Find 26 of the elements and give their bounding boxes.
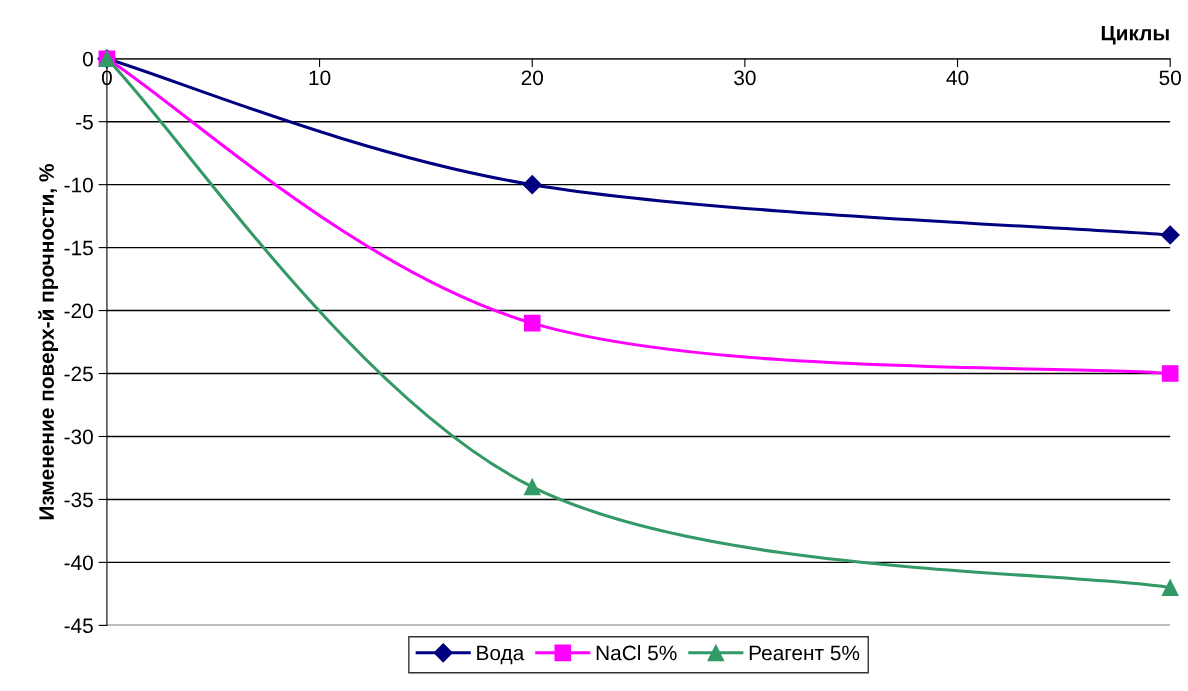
x-tick-label: 20 <box>521 70 543 86</box>
y-tick-label: -5 <box>76 114 93 130</box>
y-tick-label: -30 <box>64 429 93 445</box>
point <box>1161 365 1179 382</box>
point <box>1160 225 1180 245</box>
y-tick-label: -20 <box>64 303 93 319</box>
legend-label: NaCl 5% <box>596 645 677 661</box>
legend-label: Вода <box>477 645 525 665</box>
y-tick-label: -10 <box>64 177 93 193</box>
x-tick-label: 30 <box>734 70 756 86</box>
x-tick-label: 10 <box>309 70 331 86</box>
x-tick-label: 40 <box>946 70 969 86</box>
point <box>1161 579 1179 596</box>
point <box>523 478 541 496</box>
y-tick-label: -25 <box>64 366 93 382</box>
y-tick-label: -40 <box>64 555 93 571</box>
y-tick-label: -45 <box>64 618 93 634</box>
x-tick-label: 50 <box>1159 70 1181 86</box>
y-tick-label: -35 <box>64 492 93 508</box>
y-tick-label: 0 <box>82 51 93 67</box>
y-axis-title: Изменение поверх-й прочности, % <box>38 164 59 520</box>
point <box>522 175 542 195</box>
point <box>523 314 541 332</box>
legend-label: Реагент 5% <box>749 645 860 661</box>
x-axis-title: Циклы <box>1101 25 1169 45</box>
y-tick-label: -15 <box>64 240 93 256</box>
